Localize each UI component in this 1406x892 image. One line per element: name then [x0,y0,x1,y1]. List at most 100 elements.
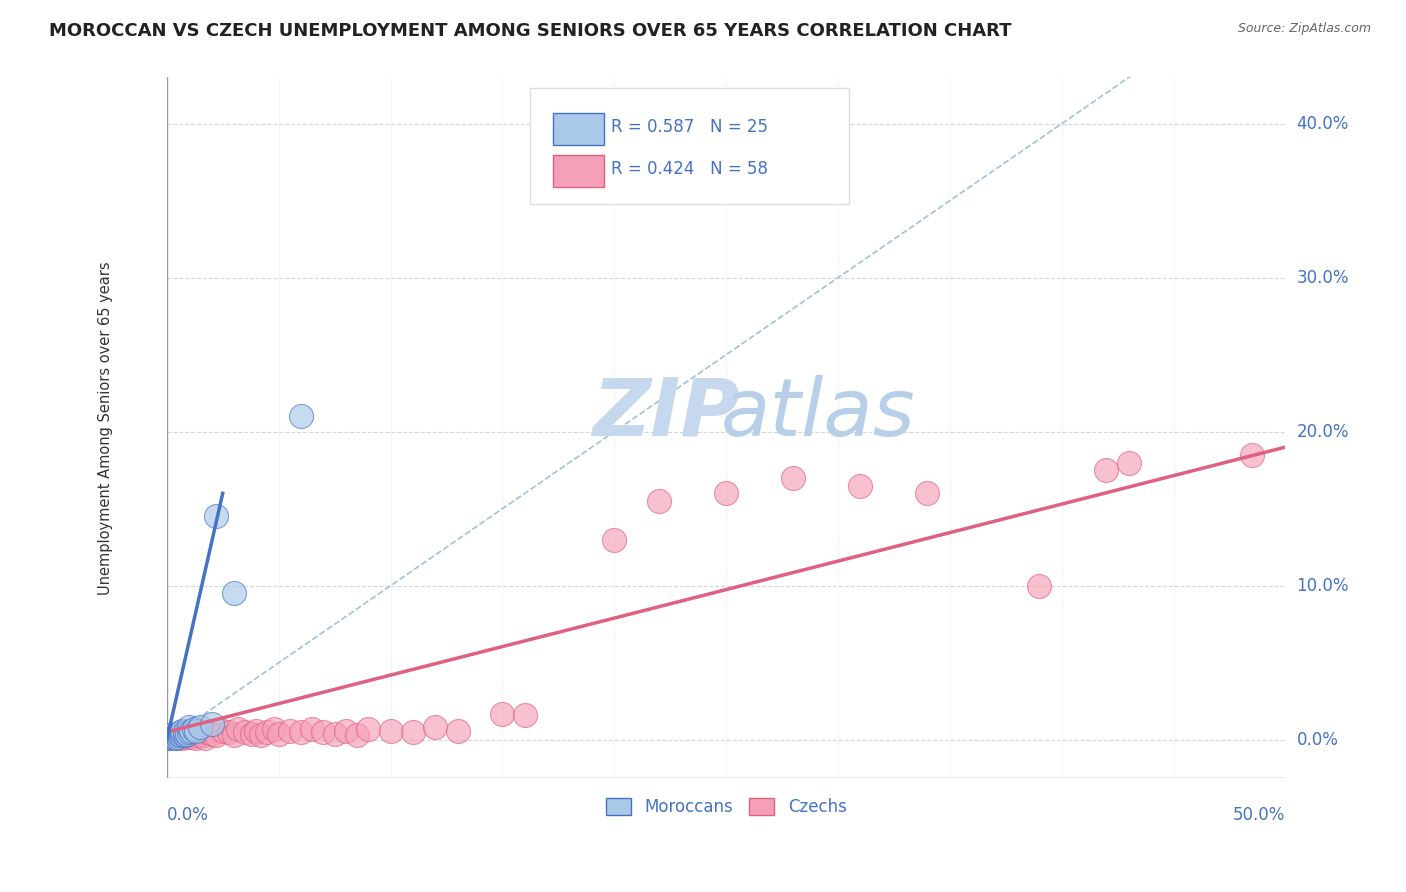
FancyBboxPatch shape [530,88,849,203]
Point [335,723,357,738]
Point [245,723,267,738]
Text: 40.0%: 40.0% [1296,115,1348,133]
Point [228,722,250,736]
Point [380,723,402,738]
Point [278,723,301,738]
Point [169,725,191,739]
Point [180,730,202,744]
Point [263,722,285,736]
Point [290,725,312,739]
Point [167,726,190,740]
Point [157,731,180,746]
Point [491,706,513,721]
Text: 0.0%: 0.0% [1296,731,1339,748]
Point [357,722,380,736]
Point [714,486,737,500]
Point [1240,448,1263,462]
Point [165,731,187,746]
Point [188,725,211,739]
Text: MOROCCAN VS CZECH UNEMPLOYMENT AMONG SENIORS OVER 65 YEARS CORRELATION CHART: MOROCCAN VS CZECH UNEMPLOYMENT AMONG SEN… [49,22,1012,40]
Point [176,726,198,740]
Point [249,728,271,742]
Point [200,717,222,731]
Point [513,708,536,723]
Point [162,730,184,744]
Point [222,728,245,742]
Text: atlas: atlas [720,375,915,453]
Text: 10.0%: 10.0% [1296,577,1350,595]
Legend: Moroccans, Czechs: Moroccans, Czechs [599,791,853,822]
Point [184,723,207,738]
Point [169,728,191,742]
Point [194,731,217,746]
Point [323,726,346,740]
Point [402,725,425,739]
Point [173,723,195,738]
Point [188,721,211,735]
Point [179,721,201,735]
Point [218,725,240,739]
Text: Source: ZipAtlas.com: Source: ZipAtlas.com [1237,22,1371,36]
Point [172,726,194,740]
Point [165,728,187,742]
Point [172,723,194,738]
Text: 0.0%: 0.0% [167,806,208,824]
Point [205,509,228,524]
Point [172,731,194,746]
Point [160,728,183,742]
Text: Unemployment Among Seniors over 65 years: Unemployment Among Seniors over 65 years [98,261,112,595]
Point [312,725,335,739]
Point [176,730,198,744]
Text: R = 0.424   N = 58: R = 0.424 N = 58 [610,160,768,178]
Point [160,730,183,744]
Point [179,725,201,739]
Point [173,728,195,742]
Point [167,730,190,744]
Point [184,731,207,746]
Point [167,730,190,744]
Point [157,731,180,746]
Point [200,726,222,740]
Point [425,721,447,735]
Point [169,728,191,742]
Point [180,723,202,738]
Point [1028,579,1050,593]
FancyBboxPatch shape [553,113,605,145]
Point [162,730,184,744]
Text: 20.0%: 20.0% [1296,423,1350,441]
Point [256,725,278,739]
Point [183,726,205,740]
Point [205,728,228,742]
Point [917,486,939,500]
Point [179,725,201,739]
Point [211,723,233,738]
Point [301,722,323,736]
Point [1118,456,1140,470]
Text: 50.0%: 50.0% [1233,806,1285,824]
Point [648,494,671,508]
Point [173,726,195,740]
Point [346,728,368,742]
Point [233,725,256,739]
Point [1095,463,1118,477]
Point [446,723,468,738]
Point [165,731,187,746]
Point [195,725,218,739]
Point [179,728,201,742]
FancyBboxPatch shape [553,155,605,187]
Point [191,728,214,742]
Point [849,478,872,492]
Point [167,726,190,740]
Point [183,722,205,736]
Point [222,586,245,600]
Point [173,725,195,739]
Point [290,409,312,424]
Text: 30.0%: 30.0% [1296,268,1350,286]
Point [240,726,263,740]
Text: R = 0.587   N = 25: R = 0.587 N = 25 [610,118,768,136]
Point [782,471,804,485]
Point [187,728,209,742]
Text: ZIP: ZIP [592,375,740,453]
Point [267,726,290,740]
Point [160,728,183,742]
